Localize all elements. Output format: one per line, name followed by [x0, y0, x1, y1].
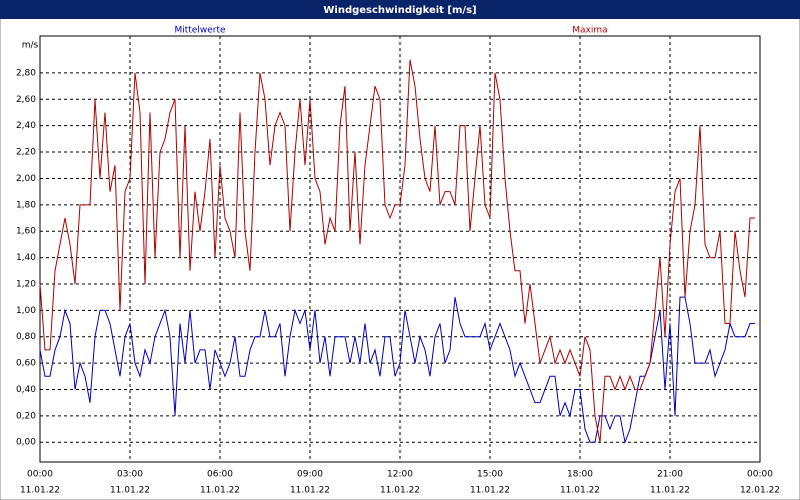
x-tick-label: 00:00 [27, 470, 53, 480]
y-tick-label: 1,80 [16, 200, 36, 210]
x-tick-date: 11.01.22 [470, 486, 510, 496]
x-tick-date: 11.01.22 [110, 486, 150, 496]
x-tick-date: 11.01.22 [290, 486, 330, 496]
chart-title: Windgeschwindigkeit [m/s] [323, 5, 476, 16]
x-tick-label: 12:00 [387, 470, 413, 480]
y-tick-label: 0,20 [16, 411, 36, 421]
y-tick-label: 1,60 [16, 227, 36, 237]
y-tick-label: 0,00 [16, 438, 36, 448]
x-tick-date: 11.01.22 [20, 486, 60, 496]
x-tick-date: 11.01.22 [650, 486, 690, 496]
y-tick-label: 2,20 [16, 148, 36, 158]
y-tick-label: 2,80 [16, 68, 36, 78]
y-tick-label: 1,20 [16, 279, 36, 289]
y-tick-label: 2,40 [16, 121, 36, 131]
x-tick-label: 03:00 [117, 470, 143, 480]
y-tick-label: 0,40 [16, 385, 36, 395]
x-tick-date: 11.01.22 [380, 486, 420, 496]
y-tick-label: 2,00 [16, 174, 36, 184]
y-tick-label: 1,00 [16, 306, 36, 316]
x-tick-label: 21:00 [657, 470, 683, 480]
x-tick-label: 00:00 [747, 470, 773, 480]
y-axis-label: m/s [22, 41, 39, 51]
x-tick-label: 15:00 [477, 470, 503, 480]
x-tick-date: 11.01.22 [200, 486, 240, 496]
legend-label: Maxima [572, 26, 607, 36]
title-bar [0, 0, 800, 19]
x-tick-label: 06:00 [207, 470, 233, 480]
x-tick-date: 11.01.22 [560, 486, 600, 496]
y-tick-label: 1,40 [16, 253, 36, 263]
x-tick-label: 18:00 [567, 470, 593, 480]
series-line [39, 59, 755, 443]
y-tick-label: 2,60 [16, 95, 36, 105]
x-tick-date: 12.01.22 [740, 486, 780, 496]
x-tick-label: 09:00 [297, 470, 323, 480]
y-tick-label: 0,80 [16, 332, 36, 342]
legend-label: Mittelwerte [174, 26, 225, 36]
series-line [39, 296, 755, 445]
y-tick-label: 0,60 [16, 359, 36, 369]
